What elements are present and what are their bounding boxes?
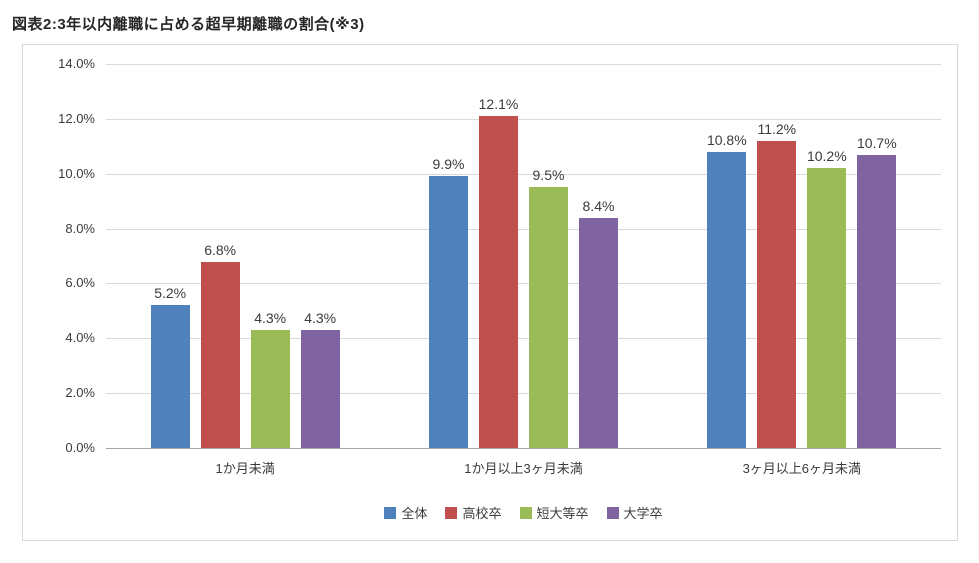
gridline: [106, 283, 941, 285]
bar-value-label: 5.2%: [154, 285, 187, 302]
bar-s2-c2: 10.2%: [807, 148, 847, 448]
chart-title: 図表2:3年以内離職に占める超早期離職の割合(※3): [12, 16, 365, 33]
bar-value-label: 8.4%: [582, 197, 615, 214]
bar-s1-c2: 11.2%: [757, 121, 797, 448]
chart-frame: 5.2% 6.8% 4.3% 4.3% 9.9% 12.1% 9.5% 8.4% 10.8% 11…: [22, 44, 958, 541]
gridline: [106, 338, 941, 340]
legend-item-s1: 高校卒: [445, 503, 502, 522]
legend-swatch-icon: [384, 506, 397, 519]
bar-s1-c1: 12.1%: [479, 96, 518, 448]
bar-value-label: 10.8%: [706, 131, 747, 148]
bar-s3-c1: 8.4%: [578, 198, 618, 448]
bar-s3-c2: 10.7%: [857, 135, 897, 448]
legend-item-s2: 短大等卒: [519, 503, 589, 522]
bar-s1-c0: 6.8%: [200, 242, 240, 448]
bar-s2-c0: 4.3%: [250, 310, 290, 448]
legend: 全体 高校卒 短大等卒 大学卒: [106, 503, 941, 522]
gridline: [106, 228, 941, 230]
y-axis-tick-label: 12.0%: [58, 110, 95, 126]
legend-label: 全体: [401, 506, 428, 521]
legend-label: 高校卒: [462, 506, 502, 521]
gridline: [106, 64, 941, 65]
bar-value-label: 12.1%: [478, 96, 519, 113]
legend-swatch-icon: [606, 506, 619, 519]
bar-group-c2: 10.8% 11.2% 10.2% 10.7%: [663, 63, 941, 448]
gridline: [106, 118, 941, 120]
legend-item-s3: 大学卒: [606, 503, 663, 522]
y-axis-tick-label: 2.0%: [65, 385, 95, 401]
x-axis-category-label: 3ヶ月以上6ヶ月未満: [742, 461, 862, 476]
y-axis-tick-label: 10.0%: [58, 165, 95, 181]
bar-value-label: 4.3%: [304, 310, 337, 327]
bar-value-label: 6.8%: [204, 241, 237, 258]
bar-s2-c1: 9.5%: [528, 167, 568, 448]
bar-value-label: 11.2%: [757, 120, 797, 137]
bar-value-label: 10.2%: [806, 148, 847, 165]
y-axis-tick-label: 4.0%: [65, 330, 95, 346]
bar-s0-c0: 5.2%: [150, 285, 190, 448]
x-axis-line: [106, 448, 941, 449]
plot-area: 5.2% 6.8% 4.3% 4.3% 9.9% 12.1% 9.5% 8.4% 10.8% 11…: [106, 64, 941, 449]
bar-group-c1: 9.9% 12.1% 9.5% 8.4%: [384, 63, 662, 448]
y-axis-tick-label: 6.0%: [65, 275, 95, 291]
y-axis-tick-label: 14.0%: [58, 56, 95, 71]
bar-s0-c1: 9.9%: [428, 156, 468, 448]
bar-value-label: 9.9%: [432, 156, 465, 173]
gridline: [106, 393, 941, 395]
gridline: [106, 173, 941, 175]
bar-group-c0: 5.2% 6.8% 4.3% 4.3%: [106, 63, 384, 448]
bar-s0-c2: 10.8%: [707, 132, 747, 448]
legend-label: 短大等卒: [536, 506, 589, 521]
x-axis-category-label: 1か月以上3ヶ月未満: [464, 461, 583, 476]
y-axis-tick-label: 0.0%: [65, 440, 95, 455]
legend-item-s0: 全体: [384, 503, 427, 522]
x-axis-category-label: 1か月未満: [215, 461, 275, 476]
legend-swatch-icon: [519, 506, 532, 519]
bar-value-label: 4.3%: [254, 310, 287, 327]
bar-s3-c0: 4.3%: [300, 310, 340, 448]
legend-label: 大学卒: [623, 506, 663, 521]
legend-swatch-icon: [445, 506, 458, 519]
bar-value-label: 10.7%: [856, 134, 897, 151]
bar-value-label: 9.5%: [532, 167, 565, 184]
y-axis-tick-label: 8.0%: [65, 220, 95, 236]
